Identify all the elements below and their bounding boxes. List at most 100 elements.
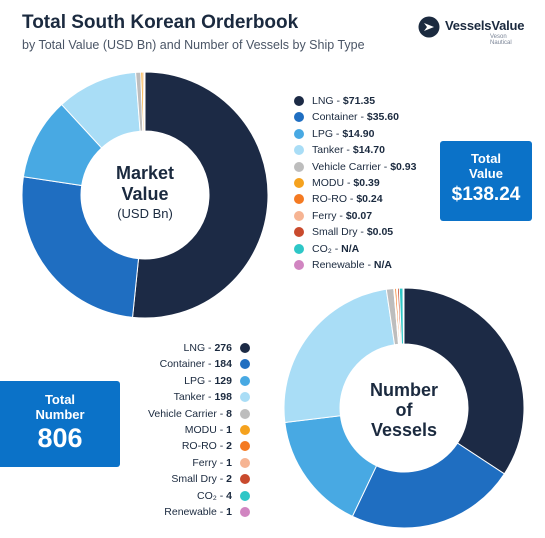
legend-swatch (294, 177, 304, 188)
legend-item-container: Container - 184 (0, 356, 250, 372)
legend-label: Tanker - (173, 391, 215, 404)
total-number-box: Total Number 806 (0, 381, 120, 467)
page-title: Total South Korean Orderbook (22, 12, 299, 33)
legend-value: $0.39 (353, 176, 380, 189)
legend-item-tanker: Tanker - $14.70 (294, 142, 416, 158)
legend-item-modu: MODU - $0.39 (294, 175, 416, 191)
legend-item-container: Container - $35.60 (294, 109, 416, 125)
legend-item-ro-ro: RO-RO - $0.24 (294, 191, 416, 207)
legend-swatch (294, 128, 304, 139)
legend-swatch (294, 243, 304, 254)
legend-label: Vehicle Carrier - (147, 407, 227, 420)
legend-value: 184 (214, 358, 232, 371)
logo-tagline: Veson Nautical (490, 34, 512, 46)
legend-value: N/A (341, 242, 360, 255)
legend-swatch (240, 457, 250, 468)
legend-swatch (240, 506, 250, 517)
slice-lng (403, 287, 525, 475)
legend-swatch (294, 161, 304, 172)
legend-swatch (240, 359, 250, 370)
legend-label: Renewable - (164, 505, 227, 518)
legend-value: 4 (226, 489, 232, 502)
legend-item-lng: LNG - 276 (0, 340, 250, 356)
logo-mark-icon (418, 16, 440, 38)
legend-value: 2 (226, 440, 232, 453)
legend-value: $0.05 (366, 226, 394, 239)
center-label-unit: (USD Bn) (117, 206, 173, 221)
brand-logo: VesselsValue Veson Nautical (418, 14, 528, 46)
vessels-legend: LNG - 276 Container - 184 LPG - 129 Tanker … (0, 340, 250, 520)
legend-item-tanker: Tanker - 198 (0, 389, 250, 405)
legend-label: MODU - (184, 423, 227, 436)
legend-value: 1 (226, 456, 232, 469)
legend-swatch (240, 490, 250, 501)
legend-value: 1 (226, 423, 232, 436)
slice-lng (131, 71, 269, 319)
total-number-label: Total (44, 392, 76, 407)
legend-item-modu: MODU - 1 (0, 422, 250, 438)
legend-value: 8 (226, 407, 232, 420)
legend-swatch (294, 112, 304, 123)
vessels-donut-chart (283, 287, 525, 529)
legend-swatch (240, 474, 250, 485)
legend-swatch (294, 194, 304, 205)
legend-item-lpg: LPG - 129 (0, 373, 250, 389)
total-value-label: Total (470, 151, 502, 166)
legend-value: $71.35 (342, 95, 376, 107)
legend-value: $35.60 (366, 111, 399, 124)
center-label-line: Market (115, 163, 175, 183)
legend-label: LPG - (312, 127, 343, 140)
legend-swatch (240, 408, 250, 419)
logo-name: VesselsValue (445, 18, 525, 33)
legend-value: $0.24 (356, 193, 383, 206)
legend-value: 276 (214, 342, 232, 354)
legend-item-co: CO₂ - N/A (294, 241, 416, 257)
legend-swatch (294, 145, 304, 156)
legend-label: Tanker - (312, 144, 353, 157)
page-subtitle: by Total Value (USD Bn) and Number of Ve… (22, 38, 365, 52)
legend-swatch (294, 210, 304, 221)
total-number-label: Number (35, 407, 85, 422)
legend-item-vehicle-carrier: Vehicle Carrier - 8 (0, 406, 250, 422)
legend-label: RO-RO - (312, 193, 357, 206)
legend-item-lpg: LPG - $14.90 (294, 126, 416, 142)
legend-swatch (240, 392, 250, 403)
legend-label: RO-RO - (181, 440, 227, 453)
slice-tanker (283, 288, 396, 424)
total-value-label: Value (469, 166, 503, 181)
legend-label: Container - (312, 111, 367, 124)
legend-value: $14.70 (352, 144, 385, 157)
legend-label: Small Dry - (171, 473, 227, 486)
total-value-box: Total Value $138.24 (440, 141, 532, 221)
legend-item-renewable: Renewable - N/A (294, 257, 416, 273)
legend-label: Ferry - (312, 209, 346, 222)
legend-label: Renewable - (312, 258, 374, 271)
center-label-line: Value (121, 184, 169, 204)
market-value-center-label: Market Value (USD Bn) (75, 163, 215, 222)
legend-label: MODU - (312, 176, 354, 189)
legend-item-ro-ro: RO-RO - 2 (0, 438, 250, 454)
legend-swatch (240, 424, 250, 435)
legend-value: 1 (226, 505, 232, 518)
market-value-donut-chart (21, 71, 269, 319)
total-value-amount: $138.24 (451, 184, 521, 205)
legend-value: 198 (214, 391, 232, 404)
slice-renewable (402, 287, 405, 345)
legend-label: Ferry - (192, 456, 227, 469)
legend-label: Small Dry - (312, 226, 367, 239)
legend-value: $0.93 (390, 160, 417, 173)
legend-label: CO₂ - (312, 242, 342, 255)
slice-container (21, 176, 140, 318)
legend-label: Container - (159, 358, 215, 371)
legend-value: 129 (214, 374, 232, 387)
legend-swatch (240, 441, 250, 452)
total-number-amount: 806 (37, 423, 83, 453)
center-label-line: of (395, 400, 413, 420)
legend-swatch (240, 343, 250, 353)
legend-swatch (294, 227, 304, 238)
legend-label: Vehicle Carrier - (312, 160, 391, 173)
legend-item-lng: LNG - $71.35 (294, 93, 416, 109)
center-label-line: Number (369, 380, 438, 400)
legend-value: $0.07 (345, 209, 373, 222)
legend-item-ferry: Ferry - $0.07 (294, 208, 416, 224)
